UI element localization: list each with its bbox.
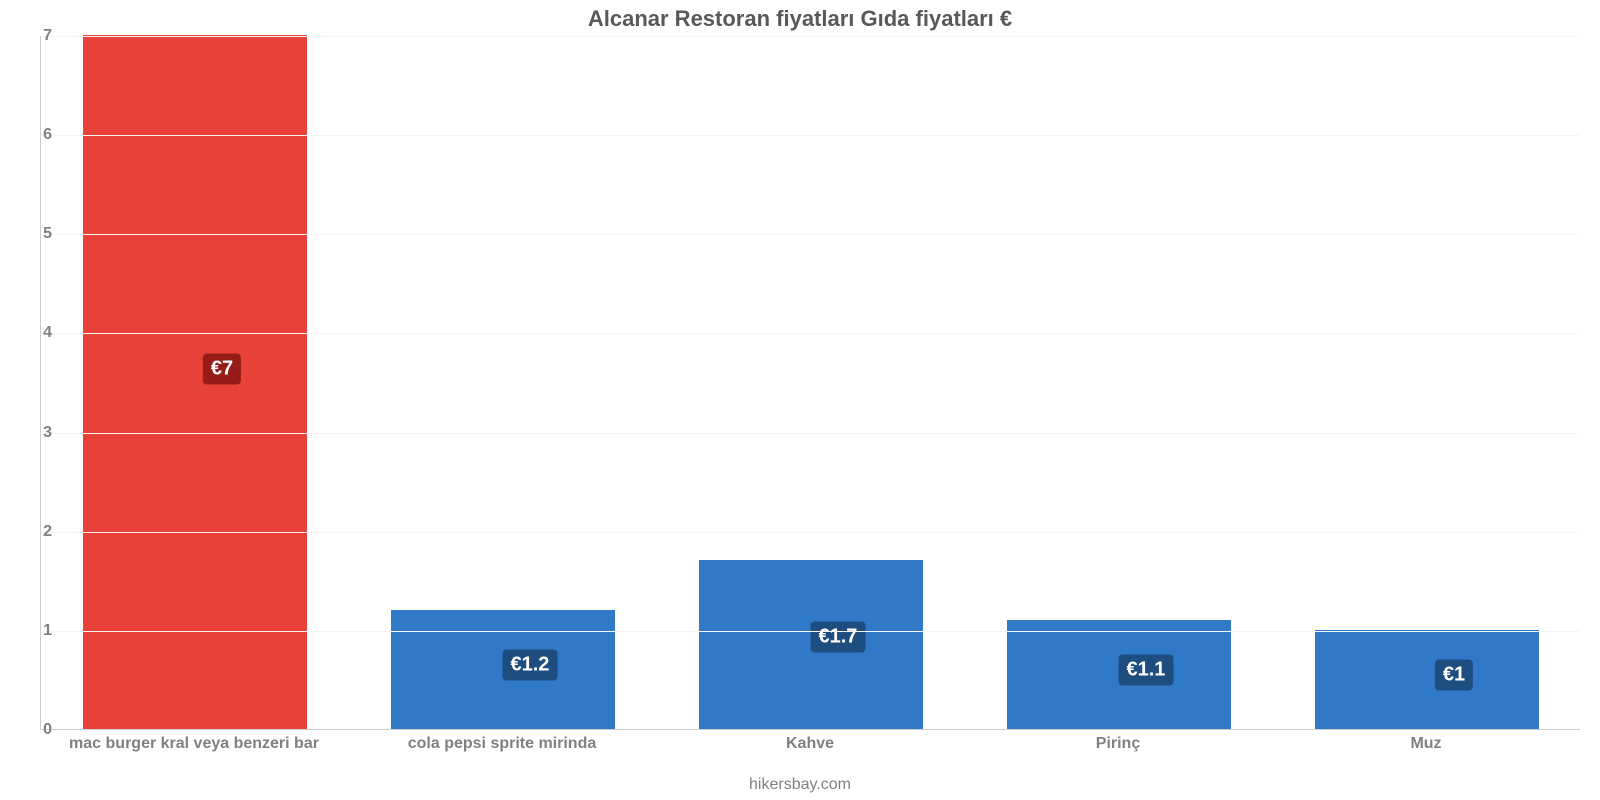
bar-group: €7 €1.2 €1.7 €1.1 €1 [41,36,1580,729]
plot-area: €7 €1.2 €1.7 €1.1 €1 [40,36,1580,730]
x-axis-labels: mac burger kral veya benzeri bar cola pep… [40,735,1580,765]
y-tick-label: 6 [24,126,52,144]
gridline [41,532,1580,533]
x-axis-label: Pirinç [1096,735,1140,753]
x-axis-label: Muz [1410,735,1441,753]
y-tick-label: 2 [24,523,52,541]
bar [83,35,308,729]
y-tick-label: 0 [24,721,52,739]
bar-value-label: €1.7 [811,622,866,653]
gridline [41,234,1580,235]
bar-value-label: €1.1 [1119,655,1174,686]
x-axis-label: Kahve [786,735,834,753]
bar-value-label: €7 [203,354,241,385]
gridline [41,433,1580,434]
bar-value-label: €1 [1435,660,1473,691]
gridline [41,631,1580,632]
chart-container: Alcanar Restoran fiyatları Gıda fiyatlar… [0,0,1600,800]
y-tick-label: 7 [24,27,52,45]
chart-title: Alcanar Restoran fiyatları Gıda fiyatlar… [0,6,1600,32]
gridline [41,135,1580,136]
bar-value-label: €1.2 [503,649,558,680]
y-tick-label: 3 [24,424,52,442]
y-tick-label: 1 [24,622,52,640]
x-axis-label: mac burger kral veya benzeri bar [69,735,319,753]
gridline [41,333,1580,334]
gridline [41,36,1580,37]
chart-credit: hikersbay.com [0,776,1600,794]
y-tick-label: 5 [24,225,52,243]
y-tick-label: 4 [24,324,52,342]
x-axis-label: cola pepsi sprite mirinda [408,735,597,753]
bar [1315,630,1540,729]
